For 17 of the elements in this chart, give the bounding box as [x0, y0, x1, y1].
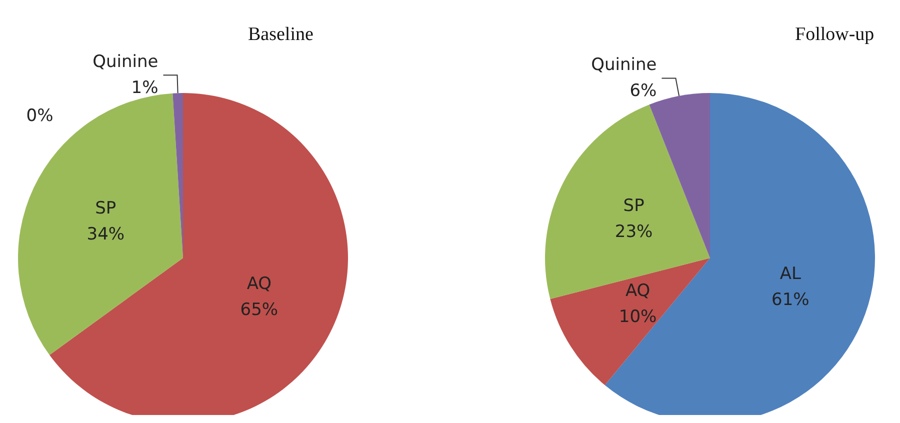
- data-label: 34%: [86, 224, 125, 245]
- slice-label: Quinine: [92, 52, 158, 72]
- data-label: 10%: [618, 306, 657, 327]
- slice-label: SP: [623, 196, 644, 216]
- slice-label: AQ: [625, 280, 650, 301]
- slice-label: AL: [780, 264, 802, 284]
- data-label: 6%: [630, 81, 657, 102]
- chart-title: Baseline: [248, 24, 314, 45]
- data-label: 23%: [614, 222, 653, 242]
- slice-label: SP: [95, 198, 116, 219]
- data-label: 61%: [772, 290, 810, 310]
- chart-title: Follow-up: [795, 24, 874, 45]
- slice-label: AQ: [246, 274, 272, 294]
- text: 0%: [26, 106, 54, 126]
- slice-label: Quinine: [591, 55, 657, 76]
- data-label: 65%: [240, 300, 278, 320]
- data-label: 1%: [131, 78, 158, 98]
